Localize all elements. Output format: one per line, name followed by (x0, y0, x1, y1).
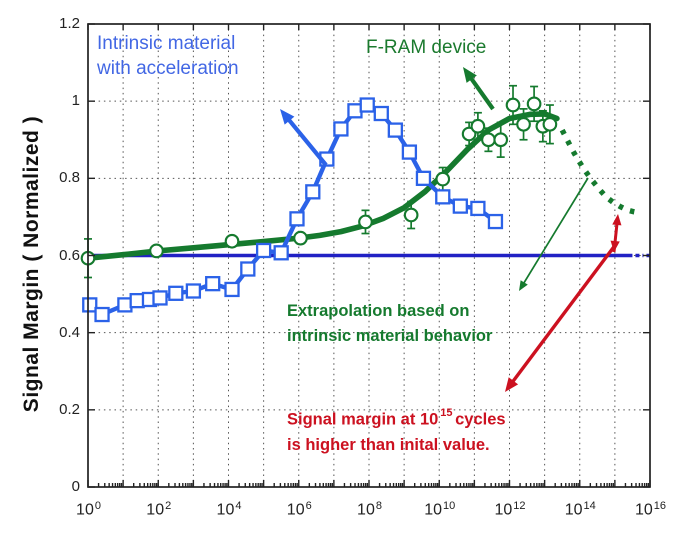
blue-square-marker (487, 213, 504, 230)
fram-markers (80, 96, 558, 266)
x-tick-label: 1010 (424, 500, 456, 519)
blue-square-marker (224, 281, 240, 298)
green-circle-marker (470, 118, 486, 134)
green-circle-marker (358, 214, 373, 230)
blue-square-marker (273, 245, 289, 261)
blue-square-marker (82, 297, 98, 313)
green-series-label: F-RAM device (366, 37, 487, 58)
green-circle-marker (403, 207, 419, 223)
blue-series-label-line1: Intrinsic material (97, 33, 236, 54)
blue-square-marker (333, 121, 349, 137)
blue-square-marker (401, 144, 418, 160)
green-circle-marker (224, 233, 240, 249)
green-circle-marker (516, 116, 531, 132)
blue-square-marker (129, 292, 145, 309)
blue-square-marker (289, 211, 305, 227)
axes (87, 23, 651, 488)
extrapolation-annotation: Extrapolation based on intrinsic materia… (287, 299, 492, 349)
extrapolation-pointer-arrow (519, 177, 589, 291)
green-circle-marker (505, 97, 521, 113)
green-circle-marker (149, 243, 164, 259)
blue-series-label: Intrinsic material with acceleration (97, 31, 239, 81)
signal-margin-annotation: Signal margin at 10 15 cycles is higher t… (287, 403, 506, 458)
blue-square-marker (347, 103, 363, 119)
x-tick-label: 1014 (564, 500, 596, 519)
x-tick-label: 102 (146, 500, 172, 519)
y-tick-label: 1.2 (59, 15, 80, 32)
y-tick-label: 0.8 (59, 169, 80, 187)
red-diagonal-arrow (505, 242, 618, 392)
y-tick-label: 0.6 (59, 246, 80, 264)
signal-margin-annotation-line1: Signal margin at 10 15 cycles (287, 407, 506, 429)
green-circle-marker (481, 132, 496, 148)
extrapolation-annotation-line1: Extrapolation based on (287, 302, 470, 320)
green-circle-marker (435, 171, 451, 187)
blue-square-marker (185, 283, 202, 299)
green-circle-marker (493, 132, 509, 148)
y-tick-label: 1 (71, 92, 80, 110)
blue-square-marker (255, 242, 272, 259)
blue-square-marker (240, 261, 256, 277)
x-tick-label: 1012 (494, 500, 526, 519)
red-range-arrow (610, 214, 622, 253)
y-tick-label: 0 (71, 478, 80, 495)
blue-square-marker (435, 189, 451, 205)
annotation-arrows (280, 67, 622, 392)
green-circle-marker (293, 230, 308, 246)
blue-square-marker (359, 97, 375, 113)
x-tick-label: 100 (76, 500, 101, 519)
x-tick-label: 1016 (634, 500, 667, 519)
blue-square-marker (452, 198, 468, 214)
blue-square-marker (205, 276, 221, 292)
blue-square-marker (470, 200, 486, 217)
blue-square-marker (168, 285, 184, 301)
y-tick-label: 0.4 (59, 323, 80, 341)
blue-square-marker (415, 170, 432, 186)
blue-series-curve (87, 102, 498, 317)
exponent-15: 15 (440, 407, 453, 419)
x-tick-label: 108 (357, 500, 382, 519)
x-tick-label: 106 (286, 500, 312, 519)
blue-square-marker (152, 290, 168, 306)
green-circle-marker (526, 96, 542, 112)
blue-label-arrow (280, 109, 328, 167)
green-circle-marker (542, 116, 558, 132)
y-tick-label: 0.2 (59, 400, 80, 418)
blue-square-marker (387, 122, 403, 138)
blue-square-marker (117, 297, 133, 313)
blue-square-marker (94, 306, 110, 323)
blue-square-marker (305, 184, 321, 200)
x-tick-label: 104 (216, 500, 242, 519)
blue-series-label-line2: with acceleration (97, 58, 239, 79)
blue-square-marker (373, 105, 389, 122)
signal-margin-annotation-line2: is higher than inital value. (287, 435, 490, 454)
green-label-arrow (463, 67, 495, 111)
blue-series-markers (82, 97, 504, 323)
extrapolation-annotation-line2: intrinsic material behavior (287, 327, 493, 345)
